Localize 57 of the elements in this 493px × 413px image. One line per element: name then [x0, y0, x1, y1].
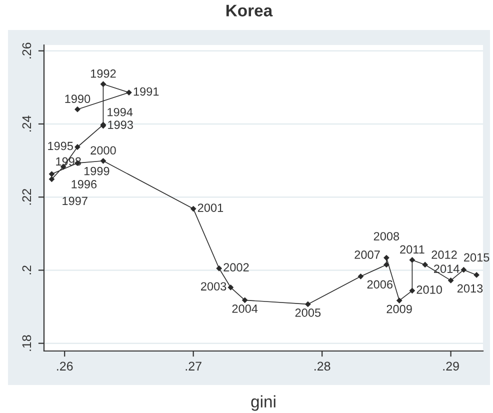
- annotation: 1996: [72, 180, 97, 188]
- annotation: 2015: [464, 253, 490, 262]
- point: [384, 262, 390, 268]
- x-axis-title: gini: [251, 395, 276, 411]
- annotation: 2005: [295, 308, 321, 317]
- y-tick-label: .22: [22, 189, 31, 205]
- annotation: 2001: [198, 204, 224, 212]
- point: [48, 171, 55, 177]
- point: [422, 262, 428, 268]
- annotation: 2010: [416, 285, 442, 294]
- annotation: 2007: [354, 250, 380, 259]
- y-tick-label: .2: [22, 266, 31, 274]
- annotation: 1995: [48, 142, 73, 150]
- annotation: 1991: [134, 87, 159, 96]
- x-tick-label: .27: [186, 362, 202, 370]
- x-tick-label: .29: [443, 362, 459, 371]
- point: [74, 106, 80, 112]
- annotation: 2011: [400, 245, 424, 254]
- point: [448, 277, 454, 284]
- point: [409, 288, 416, 294]
- point: [358, 273, 364, 280]
- annotation: 2008: [374, 232, 400, 240]
- annotation: 2002: [224, 263, 249, 272]
- point: [304, 301, 311, 308]
- annotation: 2004: [232, 304, 258, 313]
- annotation: 2009: [386, 304, 412, 314]
- annotation: 1994: [108, 108, 133, 116]
- point: [409, 257, 416, 263]
- x-tick-label: .26: [57, 362, 73, 371]
- x-tick-label: .28: [314, 362, 330, 371]
- annotation: 2012: [432, 250, 457, 259]
- point: [100, 81, 106, 88]
- annotation: 2014: [434, 264, 460, 274]
- annotation: 1999: [84, 166, 110, 176]
- y-tick-label: .26: [22, 42, 32, 58]
- point: [242, 297, 248, 304]
- point: [100, 158, 106, 164]
- point: [190, 206, 196, 212]
- point: [460, 266, 467, 273]
- annotation: 2003: [201, 282, 226, 291]
- point: [48, 176, 55, 182]
- annotation: 1990: [65, 94, 90, 104]
- point: [126, 90, 132, 96]
- annotation: 1993: [108, 120, 133, 129]
- y-tick-label: .24: [22, 116, 31, 132]
- annotation: 1997: [62, 196, 88, 206]
- annotation: 2000: [90, 146, 116, 155]
- chart-title: Korea: [226, 4, 273, 16]
- annotation: 2013: [457, 284, 483, 293]
- annotation: 1992: [90, 69, 116, 78]
- y-tick-label: .18: [22, 335, 32, 351]
- point: [228, 284, 234, 290]
- point: [474, 272, 480, 278]
- point: [216, 265, 222, 272]
- point: [384, 254, 390, 261]
- annotation: 2006: [367, 280, 393, 289]
- point: [396, 298, 402, 304]
